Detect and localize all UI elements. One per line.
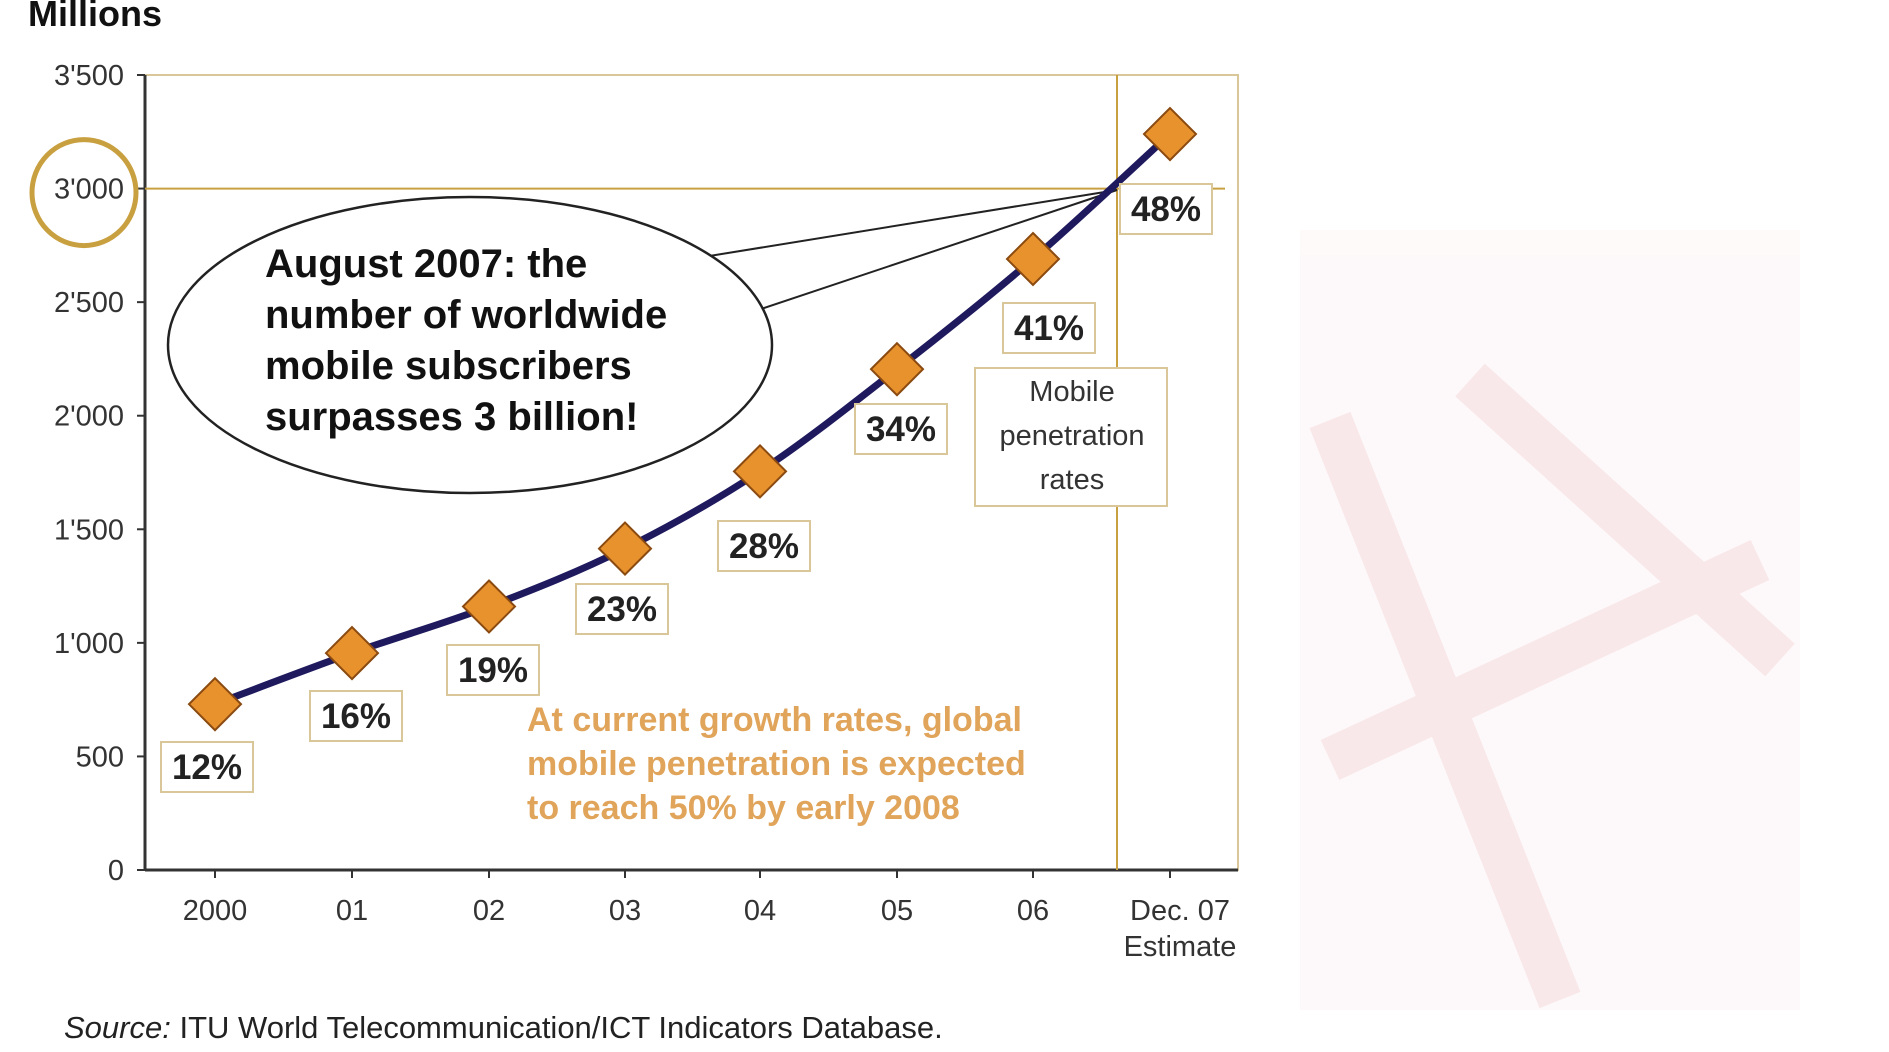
data-label: 23% [587,590,657,629]
x-tick-label: 02 [473,895,505,927]
legend-text-line: penetration [999,420,1144,452]
callout-text-line: August 2007: the [265,242,587,286]
legend-box [974,367,1168,507]
y-tick-label: 500 [76,741,124,773]
data-label-box [1002,302,1096,354]
source-note: Source: ITU World Telecommunication/ICT … [64,1010,943,1046]
data-label-box [717,520,811,572]
x-tick-label: Dec. 07 [1130,895,1230,927]
data-label: 16% [321,697,391,736]
y-tick-label: 0 [108,855,124,887]
data-point-marker [732,443,788,499]
data-label: 34% [866,410,936,449]
annotation-text-line: to reach 50% by early 2008 [527,789,960,827]
y-tick-label: 1'000 [54,628,124,660]
x-tick-label: 05 [881,895,913,927]
chart-svg: Millions 0 500 1'000 1'500 2'000 2'500 3'000 3'5… [28,0,1800,1010]
data-label: 28% [729,527,799,566]
watermark-shape [1309,363,1795,1009]
y-tick-label: 1'500 [54,514,124,546]
callout-text-line: mobile subscribers [265,344,632,388]
data-point-marker [1005,231,1061,287]
legend-text-line: Mobile [1029,376,1114,408]
y-tick-label: 3'000 [54,174,124,206]
watermark [1300,230,1800,1010]
callout-text-line: surpasses 3 billion! [265,395,638,439]
data-label: 48% [1131,190,1201,229]
data-label-box [309,690,403,742]
x-tick-label: 2000 [183,895,248,927]
watermark-panel [1300,230,1800,1010]
source-text: ITU World Telecommunication/ICT Indicato… [170,1010,943,1045]
y-tick-label: 2'500 [54,287,124,319]
data-label: 41% [1014,309,1084,348]
data-label-box [1119,183,1213,235]
source-prefix: Source: [64,1010,171,1045]
data-label-box [446,644,540,696]
highlight-circle [29,137,139,249]
data-label-box [575,583,669,635]
legend-text-line: rates [1040,464,1104,496]
data-point-marker [461,579,517,634]
data-label: 19% [458,651,528,690]
y-tick-label: 3'500 [54,60,124,92]
data-point-marker [597,521,653,577]
y-tick-label: 2'000 [54,401,124,433]
callout-pointer [694,189,1118,314]
data-label-box [160,741,254,793]
x-tick-label: 04 [744,895,776,927]
annotation-text-line: mobile penetration is expected [527,745,1026,783]
x-tick-label: 01 [336,895,368,927]
x-tick-label: Estimate [1124,931,1237,963]
x-tick-label: 06 [1017,895,1049,927]
y-axis-title: Millions [28,0,162,34]
data-label: 12% [172,748,242,787]
callout-bubble [166,195,774,495]
data-point-marker [1142,106,1198,162]
x-tick-label: 03 [609,895,641,927]
data-point-marker [324,625,380,681]
annotation-text-line: At current growth rates, global [527,701,1022,739]
data-point-marker [187,676,243,732]
callout-text-line: number of worldwide [265,293,667,337]
data-label-box [854,403,948,455]
data-point-marker [869,341,925,397]
